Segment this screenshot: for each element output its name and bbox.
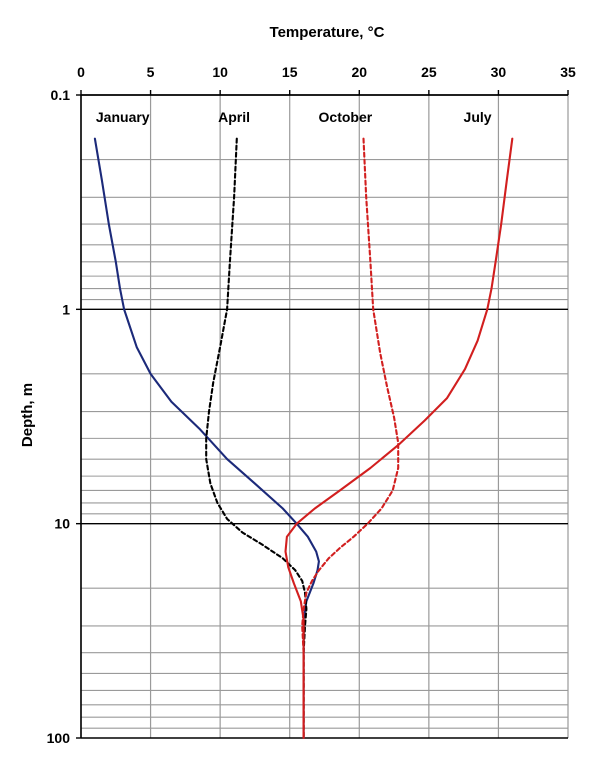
series-label-april: April — [218, 109, 250, 125]
x-tick-label: 20 — [351, 64, 367, 80]
x-tick-label: 30 — [491, 64, 507, 80]
y-tick-label: 0.1 — [51, 87, 71, 103]
series-label-october: October — [319, 109, 373, 125]
x-tick-label: 0 — [77, 64, 85, 80]
series-lines — [93, 137, 514, 740]
series-label-january: January — [96, 109, 150, 125]
axes — [76, 90, 569, 739]
y-tick-label: 1 — [62, 301, 70, 317]
x-tick-label: 10 — [212, 64, 228, 80]
series-line-october — [301, 137, 400, 740]
y-tick-label: 100 — [47, 730, 71, 746]
series-label-july: July — [464, 109, 492, 125]
x-tick-label: 35 — [560, 64, 576, 80]
tick-labels: 0 5 10 15 20 25 30 35 0.1 1 10 100 January April Octob… — [47, 64, 576, 746]
x-tick-label: 25 — [421, 64, 437, 80]
x-axis-title: Temperature, °C — [270, 24, 385, 41]
grid — [80, 94, 569, 739]
x-tick-label: 5 — [147, 64, 155, 80]
y-axis-title: Depth, m — [19, 383, 36, 447]
y-tick-label: 10 — [54, 516, 70, 532]
series-line-july — [284, 137, 514, 740]
x-tick-label: 15 — [282, 64, 298, 80]
